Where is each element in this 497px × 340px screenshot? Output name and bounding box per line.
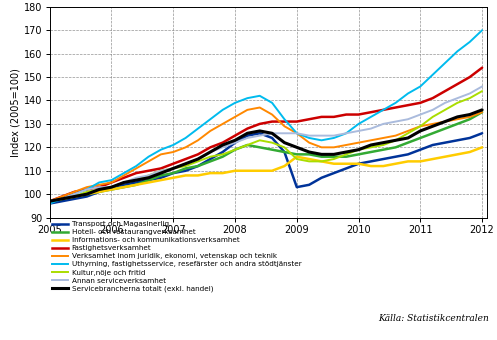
Legend: Transport och Magasinerlig, Hotell- och restaurangverksamhet, Informations- och : Transport och Magasinerlig, Hotell- och … [52,221,302,292]
Y-axis label: Index (2005=100): Index (2005=100) [10,68,20,157]
Text: Källa: Statistikcentralen: Källa: Statistikcentralen [378,314,489,323]
